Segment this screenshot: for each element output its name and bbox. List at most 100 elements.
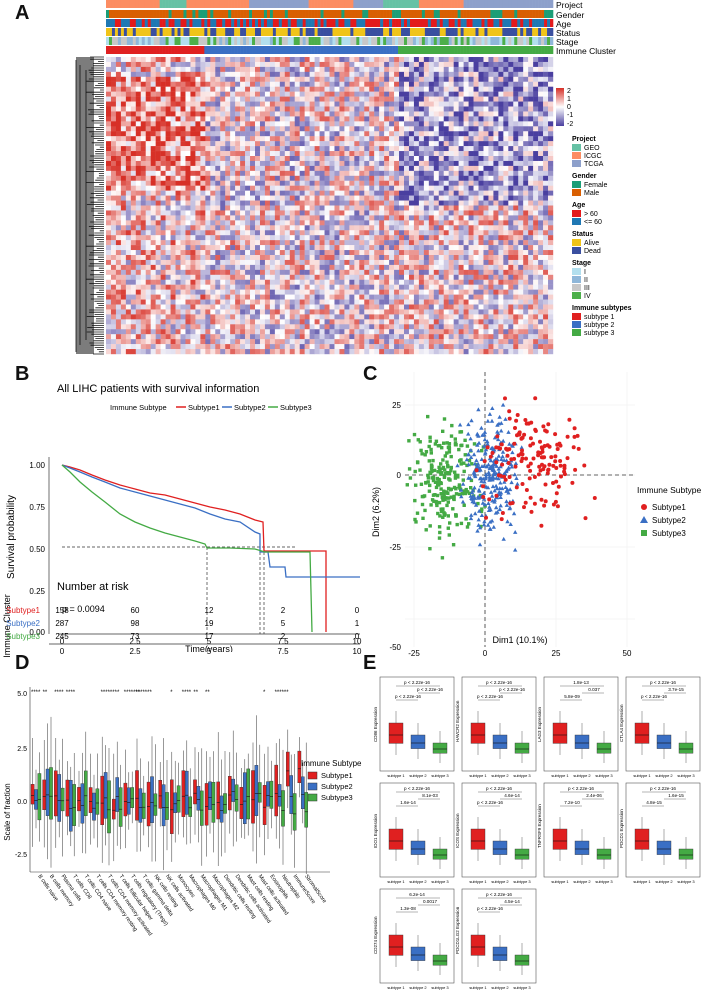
track-cell (424, 37, 429, 45)
heatmap-cell (473, 57, 479, 63)
heatmap-cell (245, 190, 251, 196)
heatmap-cell (468, 255, 474, 261)
heatmap-cell (210, 151, 216, 157)
heatmap-cell (438, 146, 444, 152)
heatmap-cell (379, 175, 385, 181)
heatmap-cell (299, 255, 305, 261)
track-cell (111, 46, 116, 54)
track-cell (180, 10, 184, 18)
heatmap-cell (538, 131, 544, 137)
heatmap-cell (150, 235, 156, 241)
heatmap-cell (523, 245, 529, 251)
heatmap-cell (488, 91, 494, 97)
heatmap-cell (543, 245, 549, 251)
heatmap-cell (125, 156, 132, 162)
heatmap-cell (428, 57, 434, 63)
heatmap-cell (110, 240, 117, 246)
track-cell (111, 28, 116, 36)
heatmap-cell (533, 274, 539, 280)
track-cell (272, 28, 277, 36)
heatmap-cell (319, 240, 325, 246)
heatmap-cell (225, 170, 231, 176)
heatmap-cell (319, 215, 325, 221)
heatmap-cell (503, 210, 509, 216)
heatmap-cell (404, 240, 410, 246)
heatmap-cell (205, 269, 211, 275)
heatmap-cell (215, 160, 221, 167)
track-cell (266, 0, 271, 8)
heatmap-cell (279, 240, 285, 246)
track-cell (263, 37, 268, 45)
heatmap-cell (374, 91, 380, 97)
track-cell (195, 37, 199, 45)
track-cell (544, 37, 548, 45)
heatmap-cell (483, 131, 489, 137)
heatmap-cell (235, 126, 241, 132)
heatmap-cell (369, 190, 375, 196)
heatmap-cell (304, 86, 310, 92)
heatmap-cell (200, 180, 206, 186)
heatmap-cell (488, 255, 494, 261)
track-cell (162, 28, 166, 36)
heatmap-cell (359, 71, 365, 77)
heatmap-cell (399, 126, 405, 132)
heatmap-cell (493, 131, 499, 137)
heatmap-cell (503, 146, 509, 152)
track-cell (347, 46, 351, 54)
heatmap-cell (264, 240, 271, 246)
heatmap-cell (215, 255, 221, 261)
heatmap-cell (374, 225, 380, 231)
heatmap-cell (374, 245, 380, 251)
heatmap-cell (438, 220, 444, 226)
heatmap-cell (255, 131, 261, 137)
track-cell (481, 19, 485, 27)
track-cell (213, 10, 217, 18)
heatmap-cell (269, 195, 276, 201)
heatmap-cell (503, 101, 509, 107)
heatmap-cell (453, 235, 459, 241)
track-cell (168, 10, 172, 18)
heatmap-cell (180, 136, 186, 142)
heatmap-cell (225, 269, 231, 275)
heatmap-cell (493, 170, 499, 176)
heatmap-cell (339, 116, 345, 122)
heatmap-cell (463, 195, 469, 201)
heatmap-cell (284, 230, 290, 236)
heatmap-cell (115, 156, 122, 162)
heatmap-cell (394, 116, 400, 122)
heatmap-cell (384, 111, 390, 117)
heatmap-cell (339, 264, 345, 271)
heatmap-cell (528, 215, 534, 221)
heatmap-cell (304, 146, 310, 152)
heatmap-cell (269, 126, 276, 132)
heatmap-cell (339, 146, 345, 152)
heatmap-cell (523, 235, 529, 241)
heatmap-cell (240, 57, 246, 63)
heatmap-cell (379, 240, 385, 246)
heatmap-cell (195, 116, 201, 122)
heatmap-cell (150, 160, 156, 167)
heatmap-cell (374, 126, 380, 132)
heatmap-cell (215, 71, 221, 77)
heatmap-cell (235, 57, 241, 63)
track-cell (424, 28, 429, 36)
heatmap-cell (120, 66, 127, 73)
track-cell (442, 46, 447, 54)
heatmap-cell (538, 101, 544, 107)
heatmap-cell (269, 274, 276, 280)
heatmap-cell (185, 61, 191, 68)
track-cell (135, 10, 140, 18)
track-cell (353, 28, 357, 36)
heatmap-cell (379, 91, 385, 97)
heatmap-cell (443, 146, 449, 152)
heatmap-cell (245, 235, 251, 241)
heatmap-cell (259, 101, 266, 107)
track-cell (302, 37, 306, 45)
heatmap-cell (150, 170, 156, 176)
heatmap-cell (145, 170, 151, 176)
heatmap-cell (389, 61, 395, 68)
heatmap-cell (299, 96, 305, 102)
heatmap-cell (264, 190, 271, 196)
heatmap-cell (468, 274, 474, 280)
heatmap-cell (185, 190, 191, 196)
